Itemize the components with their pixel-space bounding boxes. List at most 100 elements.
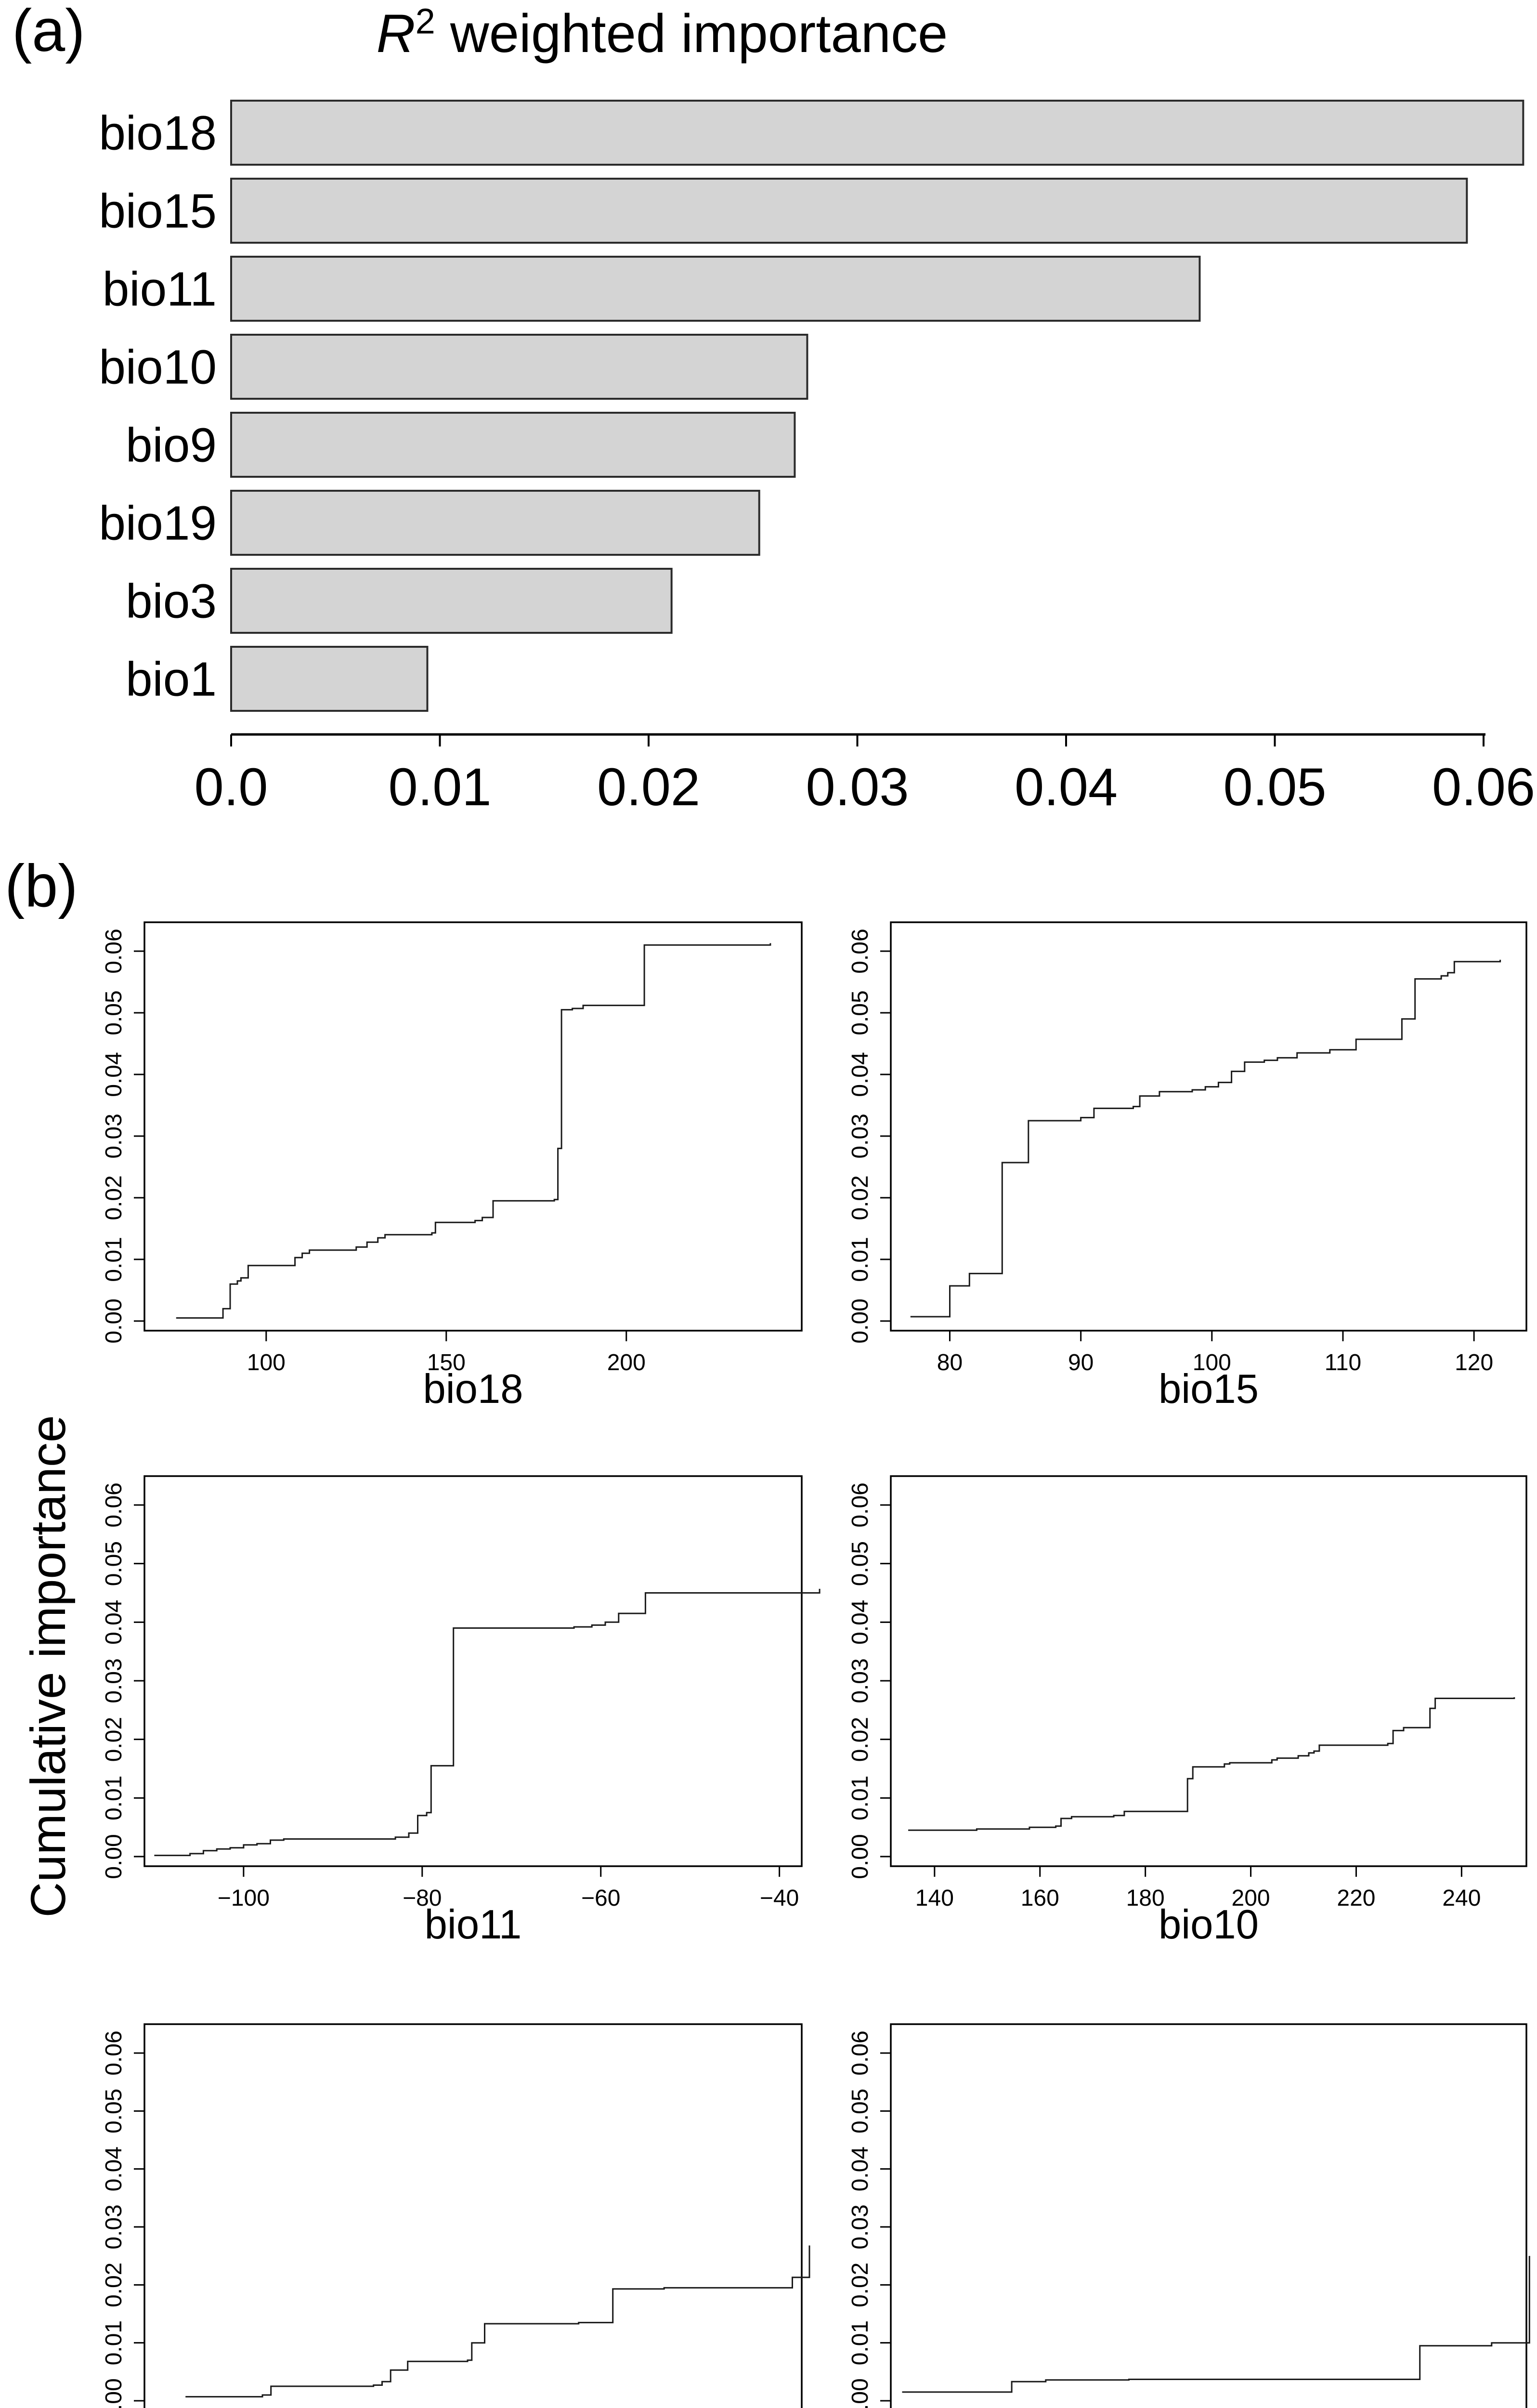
y-tick-label-bio18-6: 0.06 <box>101 929 127 973</box>
subplot-xlabel-bio15: bio15 <box>1159 1366 1259 1412</box>
step-line-bio15 <box>910 959 1501 1318</box>
step-line-bio19 <box>902 2256 1530 2393</box>
y-tick-label-bio10-1: 0.01 <box>847 1776 873 1820</box>
bar-label-bio10: bio10 <box>99 340 217 394</box>
y-tick-label-bio15-5: 0.05 <box>847 990 873 1035</box>
y-tick-label-bio19-4: 0.04 <box>847 2146 873 2191</box>
x-tick-label-bio18-1: 150 <box>427 1350 466 1375</box>
subplot-frame-bio9 <box>143 2023 803 2408</box>
bar-bio1 <box>230 646 429 712</box>
y-tick-label-bio10-0: 0.00 <box>847 1834 873 1879</box>
y-tick-label-bio9-1: 0.01 <box>101 2320 127 2365</box>
y-tick-label-bio9-5: 0.05 <box>101 2089 127 2133</box>
panel-a-tick-label-0.02: 0.02 <box>597 758 700 817</box>
subplot-xlabel-bio18: bio18 <box>423 1366 523 1412</box>
x-tick-label-bio10-4: 220 <box>1337 1885 1375 1911</box>
y-tick-label-bio18-0: 0.00 <box>101 1298 127 1343</box>
panel-a-title: R2 weighted importance <box>377 3 948 61</box>
x-tick-label-bio10-3: 200 <box>1232 1885 1270 1911</box>
y-tick-label-bio15-3: 0.03 <box>847 1113 873 1158</box>
y-tick-label-bio15-1: 0.01 <box>847 1237 873 1282</box>
panel-a-tick-label-0.03: 0.03 <box>806 758 909 817</box>
y-tick-label-bio19-5: 0.05 <box>847 2089 873 2133</box>
y-tick-label-bio19-3: 0.03 <box>847 2204 873 2249</box>
x-tick-label-bio10-2: 180 <box>1126 1885 1165 1911</box>
subplot-xlabel-bio11: bio11 <box>425 1902 522 1948</box>
y-tick-label-bio11-6: 0.06 <box>101 1482 127 1527</box>
bar-label-bio11: bio11 <box>103 262 217 316</box>
y-tick-label-bio11-5: 0.05 <box>101 1541 127 1586</box>
x-tick-label-bio10-5: 240 <box>1442 1885 1481 1911</box>
bar-bio9 <box>230 412 796 478</box>
y-tick-label-bio10-6: 0.06 <box>847 1482 873 1527</box>
y-tick-label-bio15-0: 0.00 <box>847 1298 873 1343</box>
x-tick-label-bio11-0: −100 <box>218 1885 270 1911</box>
x-tick-label-bio10-1: 160 <box>1021 1885 1059 1911</box>
panel-b-label: (b) <box>5 853 78 919</box>
y-tick-label-bio10-5: 0.05 <box>847 1541 873 1586</box>
y-tick-label-bio18-4: 0.04 <box>101 1052 127 1097</box>
subplot-frame-bio10 <box>890 1475 1527 1867</box>
bar-bio11 <box>230 256 1201 322</box>
bar-bio3 <box>230 568 673 634</box>
x-tick-label-bio11-3: −40 <box>760 1885 799 1911</box>
bar-bio18 <box>230 100 1524 166</box>
y-tick-label-bio15-6: 0.06 <box>847 929 873 973</box>
panel-a-tick-label-0.0: 0.0 <box>195 758 268 817</box>
panel-a-tick-label-0.01: 0.01 <box>388 758 491 817</box>
y-tick-label-bio9-4: 0.04 <box>101 2146 127 2191</box>
y-tick-label-bio10-3: 0.03 <box>847 1658 873 1703</box>
x-tick-label-bio11-1: −80 <box>403 1885 442 1911</box>
y-tick-label-bio11-1: 0.01 <box>101 1776 127 1820</box>
subplot-frame-bio18 <box>143 921 803 1332</box>
bar-label-bio3: bio3 <box>126 575 217 628</box>
title-superscript-2: 2 <box>415 1 435 41</box>
panel-a-tick-label-0.06: 0.06 <box>1432 758 1535 817</box>
y-tick-label-bio11-3: 0.03 <box>101 1658 127 1703</box>
y-tick-label-bio9-0: 0.00 <box>101 2378 127 2408</box>
x-tick-label-bio15-4: 120 <box>1455 1350 1493 1375</box>
panel-a-tick-label-0.04: 0.04 <box>1015 758 1118 817</box>
title-r-symbol: R <box>376 3 416 64</box>
step-line-bio18 <box>176 943 771 1319</box>
bar-label-bio1: bio1 <box>126 653 217 707</box>
bar-bio15 <box>230 178 1468 244</box>
y-tick-label-bio10-4: 0.04 <box>847 1600 873 1645</box>
panel-a-tick-label-0.05: 0.05 <box>1223 758 1326 817</box>
y-tick-label-bio15-4: 0.04 <box>847 1052 873 1097</box>
y-tick-label-bio9-2: 0.02 <box>101 2263 127 2307</box>
y-tick-label-bio9-6: 0.06 <box>101 2030 127 2075</box>
y-tick-label-bio9-3: 0.03 <box>101 2204 127 2249</box>
y-tick-label-bio19-2: 0.02 <box>847 2263 873 2307</box>
y-axis-title-cumulative-importance: Cumulative importance <box>21 1415 76 1918</box>
x-tick-label-bio15-2: 100 <box>1193 1350 1231 1375</box>
y-tick-label-bio11-2: 0.02 <box>101 1717 127 1762</box>
y-tick-label-bio19-6: 0.06 <box>847 2030 873 2075</box>
x-tick-label-bio15-1: 90 <box>1068 1350 1094 1375</box>
y-tick-label-bio11-0: 0.00 <box>101 1834 127 1879</box>
y-tick-label-bio10-2: 0.02 <box>847 1717 873 1762</box>
y-tick-label-bio18-5: 0.05 <box>101 990 127 1035</box>
x-tick-label-bio15-0: 80 <box>937 1350 963 1375</box>
y-tick-label-bio15-2: 0.02 <box>847 1175 873 1220</box>
subplot-frame-bio19 <box>890 2023 1527 2408</box>
bar-label-bio9: bio9 <box>126 419 217 472</box>
y-tick-label-bio18-3: 0.03 <box>101 1113 127 1158</box>
x-tick-label-bio11-2: −60 <box>581 1885 620 1911</box>
y-tick-label-bio11-4: 0.04 <box>101 1600 127 1645</box>
x-tick-label-bio15-3: 110 <box>1325 1350 1362 1375</box>
panel-a-label: (a) <box>12 0 85 64</box>
subplot-xlabel-bio10: bio10 <box>1159 1902 1259 1948</box>
bar-label-bio15: bio15 <box>99 184 217 238</box>
x-tick-label-bio18-0: 100 <box>247 1350 286 1375</box>
bar-bio10 <box>230 334 808 400</box>
x-tick-label-bio18-2: 200 <box>607 1350 646 1375</box>
y-tick-label-bio18-2: 0.02 <box>101 1175 127 1220</box>
bar-label-bio18: bio18 <box>99 106 217 160</box>
title-text: weighted importance <box>435 3 948 64</box>
step-line-bio10 <box>908 1697 1515 1831</box>
subplot-frame-bio11 <box>143 1475 803 1867</box>
step-line-bio11 <box>154 1589 821 1857</box>
